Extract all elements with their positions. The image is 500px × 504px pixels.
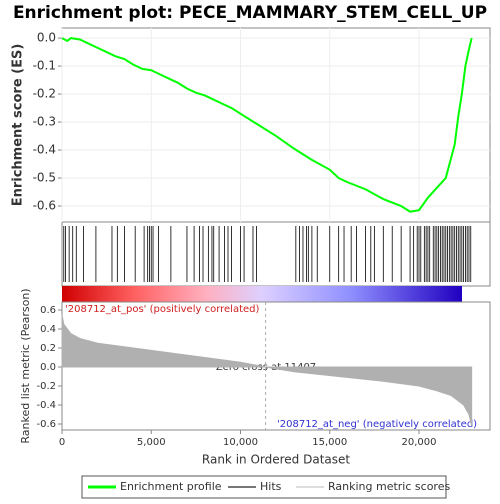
rank-color-bar — [62, 286, 462, 302]
annotation: '208712_at_neg' (negatively correlated) — [277, 419, 477, 430]
x-tick-label: 0 — [59, 437, 65, 448]
y-tick-label: -0.4 — [36, 400, 56, 411]
y-tick-label: 0.0 — [37, 31, 56, 45]
x-tick-label: 5,000 — [137, 437, 166, 448]
x-tick-label: 15,000 — [312, 437, 347, 448]
y-tick-label: -0.6 — [36, 419, 56, 430]
y-axis-label: Ranked list metric (Pearson) — [19, 288, 32, 443]
y-tick-label: -0.1 — [33, 59, 56, 73]
chart-title: Enrichment plot: PECE_MAMMARY_STEM_CELL_… — [13, 3, 487, 23]
metric-area — [61, 314, 473, 427]
es-line — [61, 37, 473, 213]
x-tick-label: 20,000 — [401, 437, 436, 448]
legend-label: Ranking metric scores — [328, 480, 450, 493]
y-tick-label: -0.6 — [33, 199, 56, 213]
y-tick-label: -0.3 — [33, 115, 56, 129]
legend-label: Enrichment profile — [120, 480, 222, 493]
x-tick-label: 10,000 — [223, 437, 258, 448]
y-axis-label: Enrichment score (ES) — [11, 44, 26, 207]
legend — [81, 475, 447, 499]
y-tick-label: 0.2 — [40, 343, 56, 354]
y-tick-label: 0.6 — [40, 305, 56, 316]
es-panel — [61, 27, 491, 223]
y-tick-label: 0.0 — [40, 362, 56, 373]
y-tick-label: -0.5 — [33, 171, 56, 185]
y-tick-label: -0.2 — [36, 381, 56, 392]
x-axis-label: Rank in Ordered Dataset — [202, 453, 350, 467]
legend-label: Hits — [260, 480, 282, 493]
y-tick-label: 0.4 — [40, 324, 56, 335]
y-tick-label: -0.4 — [33, 143, 56, 157]
y-tick-label: -0.2 — [33, 87, 56, 101]
annotation: '208712_at_pos' (positively correlated) — [65, 304, 259, 315]
